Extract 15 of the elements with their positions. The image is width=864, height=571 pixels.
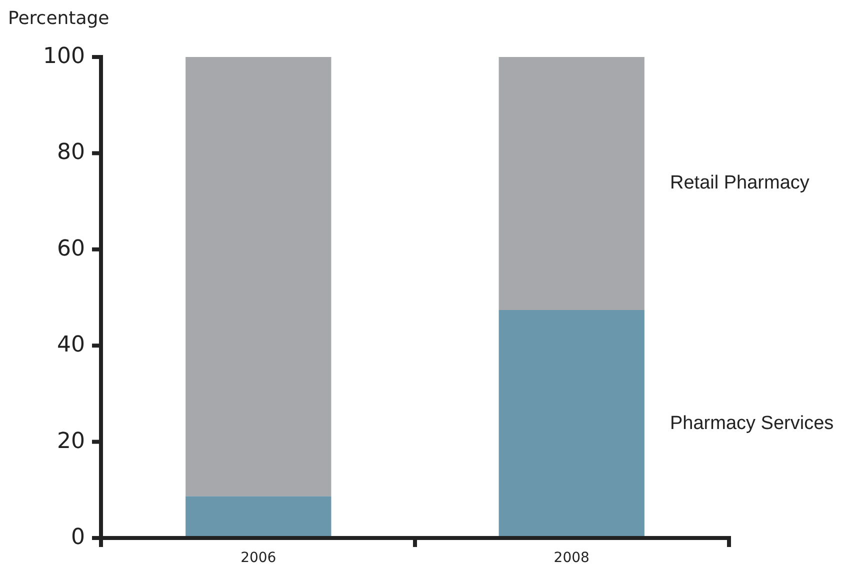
y-tick-label: 40 [57,332,85,358]
series-label: Retail Pharmacy [670,172,810,194]
y-axis-title: Percentage [8,8,110,29]
bar [498,310,644,538]
y-tick-label: 0 [71,525,85,550]
bar [498,57,644,310]
y-tick-label: 20 [57,428,85,454]
y-tick-label: 80 [57,140,85,166]
y-tick-label: 100 [43,44,85,70]
bar [186,496,332,538]
y-tick-label: 60 [57,236,85,262]
x-tick-label: 2006 [240,550,276,566]
x-tick-label: 2008 [554,550,590,566]
bar [186,57,332,496]
series-label: Pharmacy Services [670,413,834,434]
